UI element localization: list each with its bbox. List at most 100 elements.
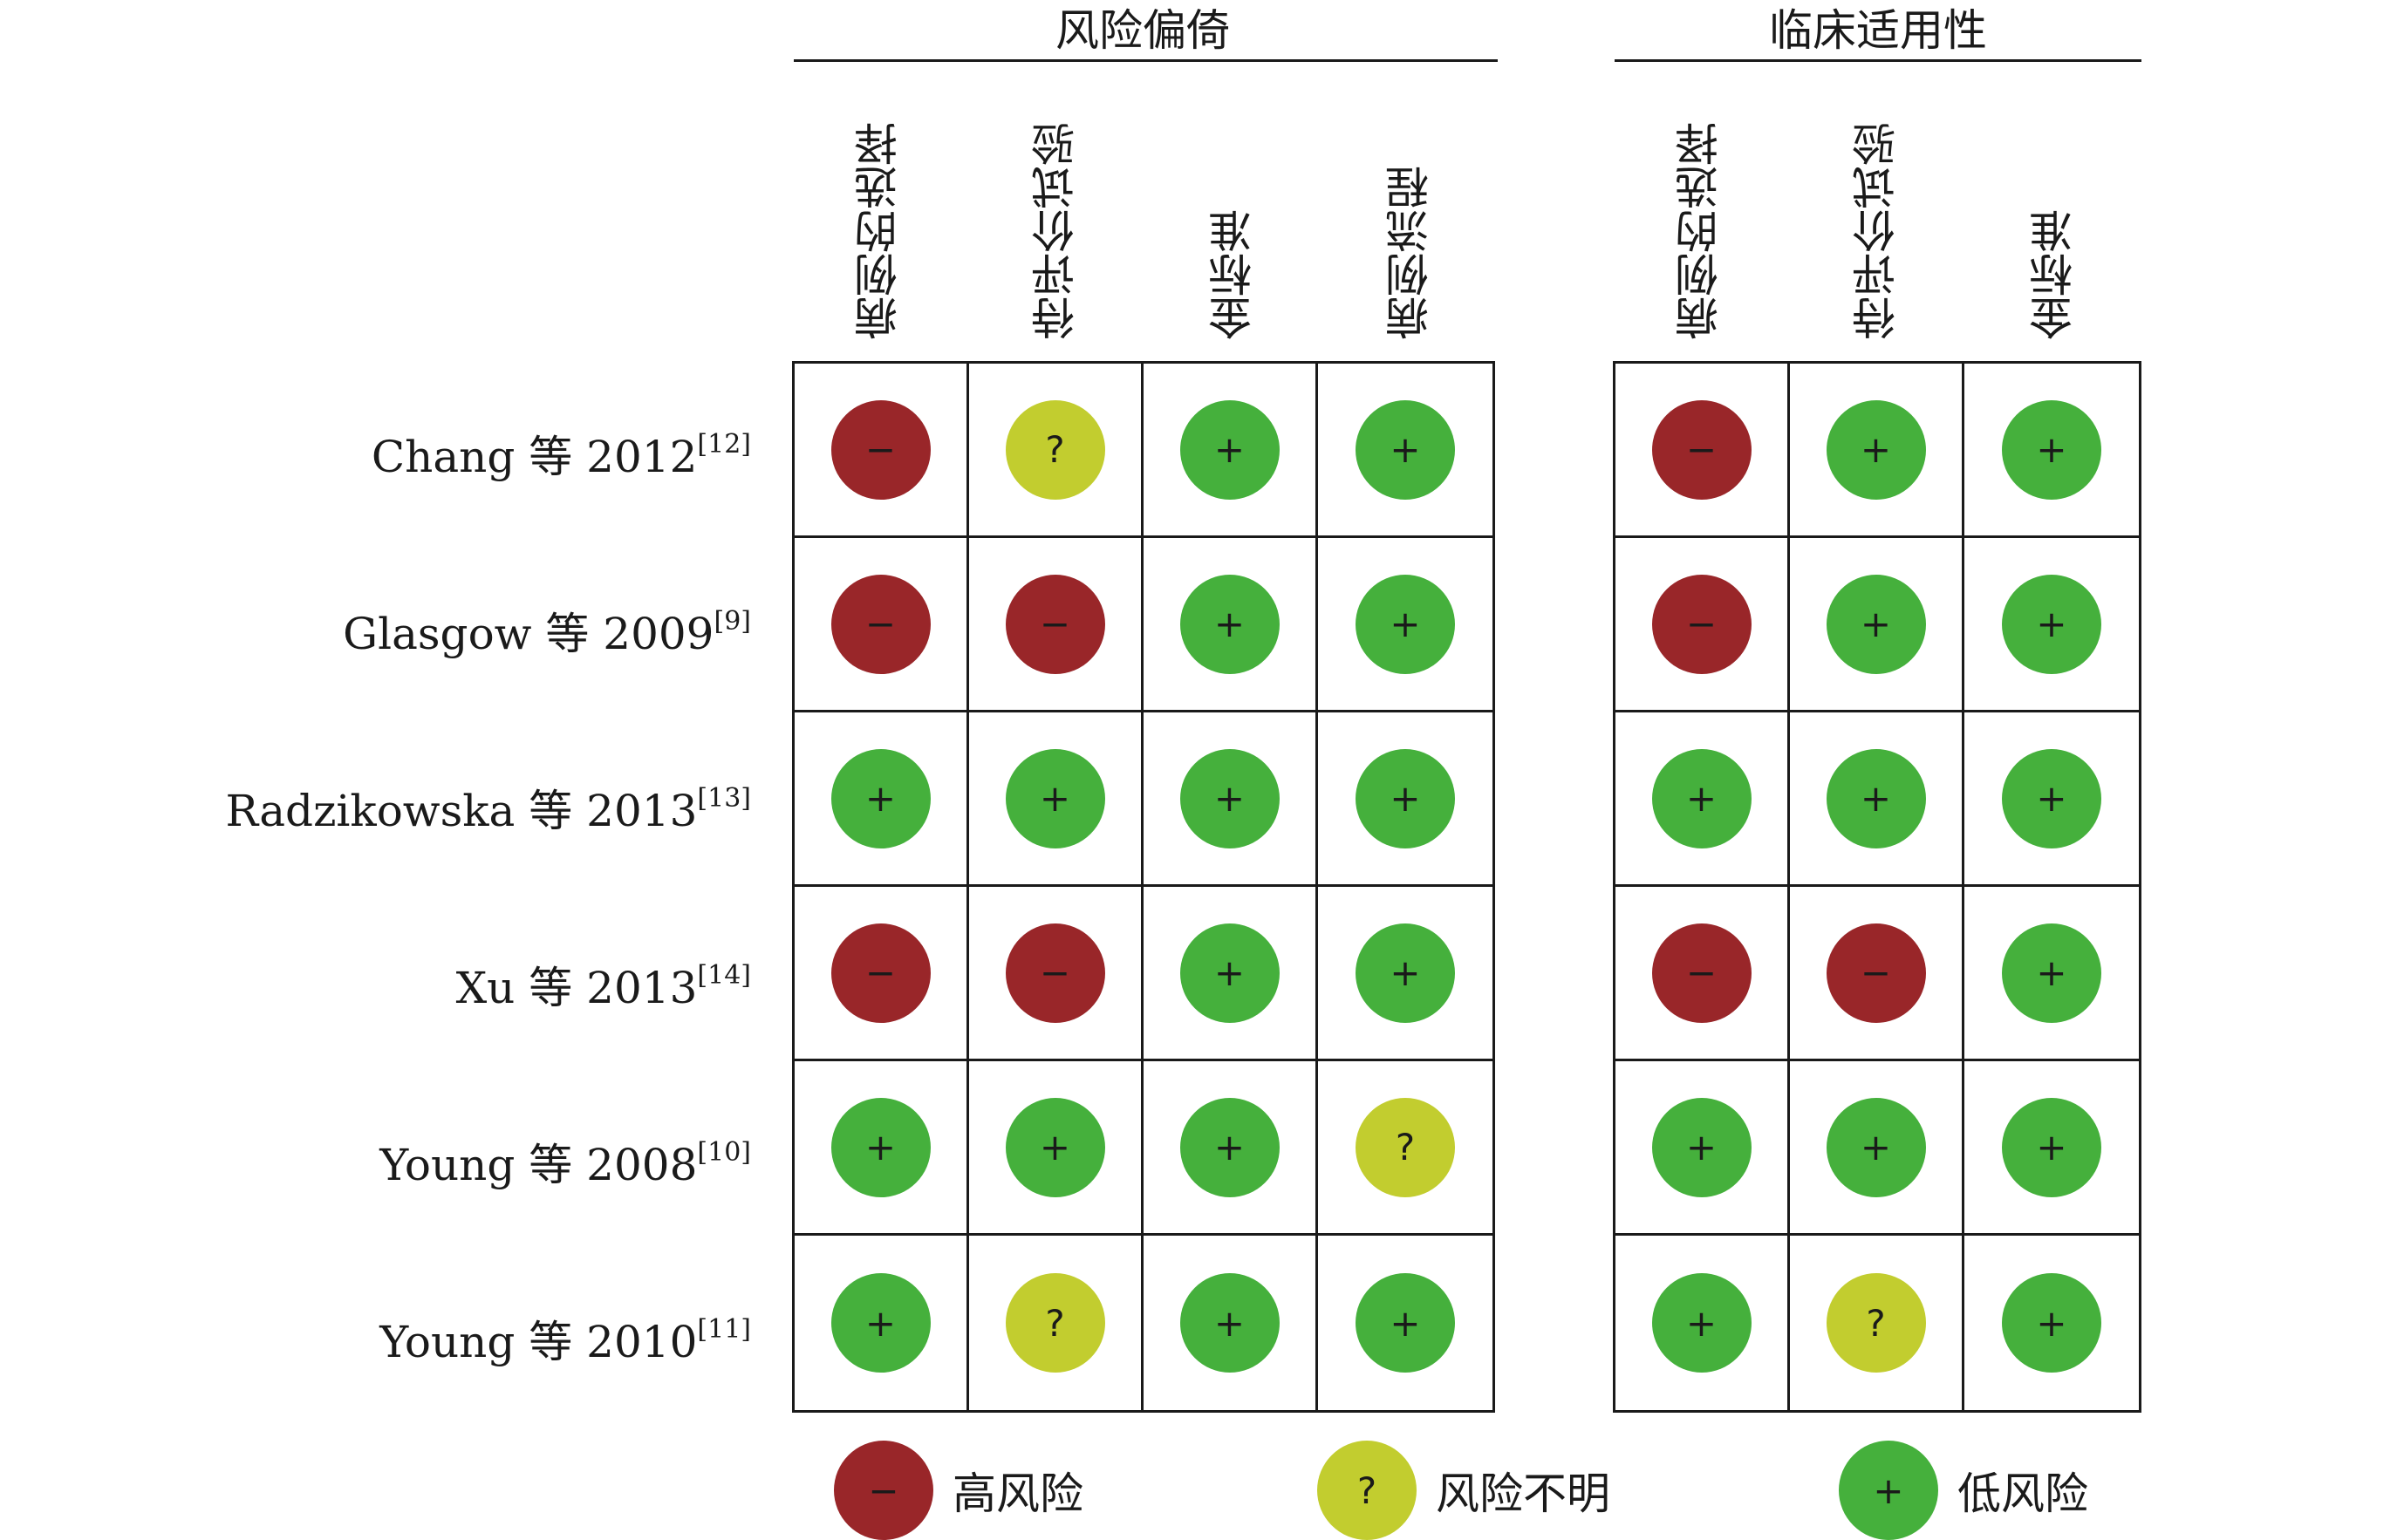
rating-low-dot: + [1179,748,1280,848]
study-name: Radzikowska 等 2013 [225,786,698,836]
rating-low-dot: + [1356,748,1455,848]
grid-cell: + [1144,887,1318,1061]
rating-low-dot: + [1826,748,1926,848]
group-rule-applicability [1615,59,2141,62]
legend-high-dot: − [834,1441,933,1540]
grid-cell: − [1615,364,1790,538]
study-name: Young 等 2010 [379,1317,698,1367]
rating-low-dot: + [2002,574,2101,674]
rating-low-dot: + [1651,748,1752,848]
study-label: Young 等 2008[10] [379,1137,751,1190]
study-label: Xu 等 2013[14] [455,960,751,1013]
grid-cell: + [1964,712,2139,887]
rating-high-dot: − [830,574,931,674]
legend-label: 高风险 [953,1468,1083,1519]
col-header-bias-index-test: 待评价试验 [1031,122,1082,340]
group-title-applicability: 临床适用性 [1769,5,1987,56]
rating-low-dot: + [1179,1273,1280,1373]
legend-item-high: − 高风险 [834,1441,1083,1540]
rating-high-dot: − [1005,574,1105,674]
rating-low-dot: + [1826,574,1926,674]
rating-low-dot: + [2002,1273,2101,1373]
rating-low-dot: + [1005,1097,1105,1197]
rating-high-dot: − [1651,574,1752,674]
grid-cell: ? [1790,1236,1964,1410]
grid-cell: − [795,887,969,1061]
grid-cell: + [1318,887,1492,1061]
grid-cell: − [1615,538,1790,712]
study-reference: [13] [697,783,751,814]
legend-item-low: + 低风险 [1839,1441,2088,1540]
col-header-app-index-test: 待评价试验 [1852,122,1902,340]
col-header-app-reference-standard: 金标准 [2029,209,2080,340]
grid-cell: − [969,538,1144,712]
grid-cell: + [1964,364,2139,538]
rating-low-dot: + [1179,574,1280,674]
grid-cell: + [1964,1236,2139,1410]
grid-cell: + [1144,712,1318,887]
grid-cell: ? [969,1236,1144,1410]
grid-cell: + [1790,1061,1964,1236]
grid-cell: ? [1318,1061,1492,1236]
rating-low-dot: + [1826,399,1926,500]
grid-cell: − [1615,887,1790,1061]
study-label: Young 等 2010[11] [379,1314,751,1367]
grid-cell: + [1964,1061,2139,1236]
rating-low-dot: + [1356,1273,1455,1373]
rating-unclear-dot: ? [1826,1273,1926,1373]
rating-high-dot: − [1651,399,1752,500]
study-reference: [11] [697,1314,751,1345]
study-reference: [12] [697,429,751,460]
rating-low-dot: + [1356,574,1455,674]
col-header-bias-patient-selection: 病例的选择 [854,122,905,340]
rating-low-dot: + [1179,399,1280,500]
rating-low-dot: + [1179,1097,1280,1197]
study-reference: [14] [697,960,751,991]
group-title-risk-of-bias: 风险偏倚 [1055,5,1230,56]
grid-cell: + [1964,887,2139,1061]
grid-cell: + [795,1236,969,1410]
grid-cell: + [1144,1061,1318,1236]
grid-cell: + [1615,1236,1790,1410]
col-header-bias-reference-standard: 金标准 [1208,209,1259,340]
rating-low-dot: + [830,1273,931,1373]
study-name: Young 等 2008 [379,1140,698,1190]
grid-cell: + [1144,364,1318,538]
rating-low-dot: + [1356,399,1455,500]
grid-cell: + [969,712,1144,887]
study-name: Xu 等 2013 [455,963,698,1013]
study-reference: [10] [697,1137,751,1168]
col-header-bias-flow-timing: 病例流程 [1385,166,1436,340]
legend-low-dot: + [1839,1441,1938,1540]
grid-cell: + [1790,538,1964,712]
rating-unclear-dot: ? [1356,1097,1455,1197]
group-rule-risk-of-bias [794,59,1498,62]
legend-label: 低风险 [1957,1468,2088,1519]
grid-cell: + [1615,1061,1790,1236]
grid-cell: + [795,1061,969,1236]
rating-unclear-dot: ? [1005,399,1105,500]
rating-low-dot: + [1651,1273,1752,1373]
rating-low-dot: + [2002,1097,2101,1197]
study-reference: [9] [714,606,752,637]
grid-cell: + [1318,364,1492,538]
rating-low-dot: + [830,1097,931,1197]
rating-low-dot: + [1356,923,1455,1023]
grid-cell: ? [969,364,1144,538]
study-label: Radzikowska 等 2013[13] [225,783,751,836]
rating-low-dot: + [2002,399,2101,500]
grid-cell: + [1318,538,1492,712]
grid-cell: + [1615,712,1790,887]
study-name: Glasgow 等 2009 [343,609,714,659]
study-label: Chang 等 2012[12] [372,429,751,480]
rating-low-dot: + [2002,748,2101,848]
grid-cell: + [795,712,969,887]
grid-cell: − [1790,887,1964,1061]
grid-cell: + [1144,538,1318,712]
legend-label: 风险不明 [1436,1468,1610,1519]
grid-cell: + [1144,1236,1318,1410]
rating-low-dot: + [2002,923,2101,1023]
col-header-app-patient-selection: 病例的选择 [1675,122,1725,340]
grid-cell: + [1790,364,1964,538]
rating-low-dot: + [1005,748,1105,848]
